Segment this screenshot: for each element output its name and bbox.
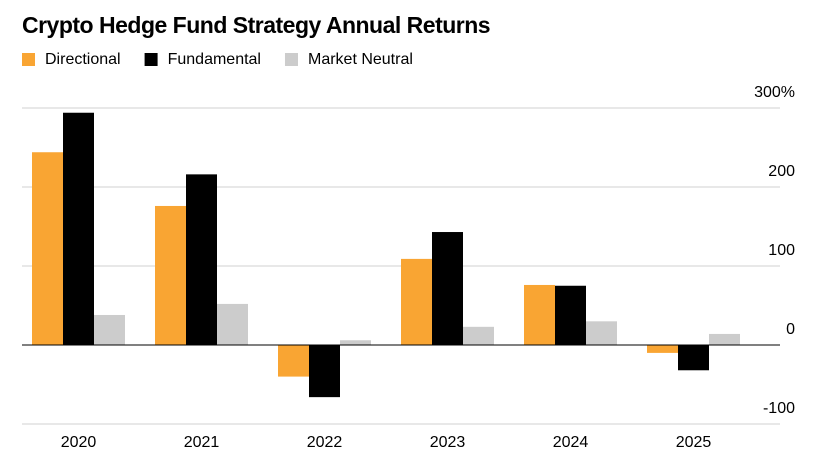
y-tick-label: 300% xyxy=(754,84,795,101)
bar xyxy=(217,303,248,345)
legend-swatch xyxy=(144,53,158,66)
bar xyxy=(401,258,432,345)
bar xyxy=(278,345,309,377)
bar xyxy=(709,333,740,345)
x-tick-label: 2023 xyxy=(430,434,466,451)
bar xyxy=(340,340,371,345)
bar xyxy=(63,112,94,346)
x-tick-label: 2025 xyxy=(676,434,712,451)
x-tick-label: 2022 xyxy=(307,434,343,451)
x-tick-label: 2020 xyxy=(61,434,97,451)
legend-label: Directional xyxy=(45,51,121,68)
bar xyxy=(463,326,494,345)
legend-swatch xyxy=(284,53,298,66)
legend-label: Market Neutral xyxy=(308,51,413,68)
x-tick-label: 2021 xyxy=(184,434,220,451)
y-tick-label: -100 xyxy=(763,400,795,417)
bar xyxy=(555,285,586,345)
legend-swatch xyxy=(22,53,35,66)
bar xyxy=(678,345,709,371)
y-tick-label: 200 xyxy=(768,163,795,180)
bar xyxy=(309,345,340,398)
y-tick-label: 100 xyxy=(768,242,795,259)
x-tick-label: 2024 xyxy=(553,434,589,451)
legend-label: Fundamental xyxy=(168,51,261,68)
bar xyxy=(155,205,186,345)
y-tick-label: 0 xyxy=(786,321,795,338)
bar xyxy=(647,345,678,353)
bar xyxy=(186,174,217,345)
chart-title: Crypto Hedge Fund Strategy Annual Return… xyxy=(22,12,490,38)
bar xyxy=(432,232,463,345)
bar xyxy=(586,321,617,345)
bar xyxy=(32,152,63,345)
bar xyxy=(524,284,555,345)
bar xyxy=(94,314,125,345)
